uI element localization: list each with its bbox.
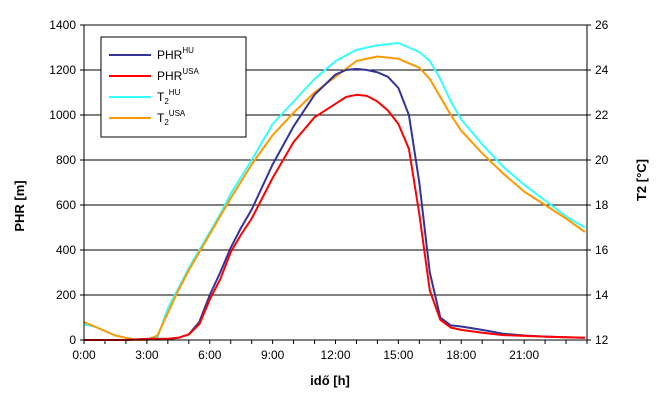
series-line xyxy=(84,93,585,341)
y-left-tick-label: 0 xyxy=(69,333,76,347)
y-right-tick-label: 20 xyxy=(595,153,609,167)
x-tick-label: 21:00 xyxy=(509,348,539,362)
series-lines xyxy=(83,42,586,341)
legend-entry: PHRHU xyxy=(157,46,194,62)
legend-box xyxy=(100,36,247,138)
y-right-tick-label: 26 xyxy=(595,18,609,32)
legend-entry: T2HU xyxy=(157,88,181,106)
y-right-tick-label: 22 xyxy=(595,108,609,122)
x-tick-label: 0:00 xyxy=(72,348,96,362)
legend-entry: PHRUSA xyxy=(157,67,199,83)
y-left-tick-label: 1200 xyxy=(49,63,76,77)
axes xyxy=(80,24,591,344)
x-tick-label: 9:00 xyxy=(261,348,285,362)
tick-labels: 0 200 400 600 800 1000 1200 1400 12 14 16 18 20 22 24 2… xyxy=(49,18,608,362)
y-left-tick-label: 1400 xyxy=(49,18,76,32)
x-tick-label: 18:00 xyxy=(446,348,476,362)
y-left-tick-label: 600 xyxy=(56,198,76,212)
x-axis-label: idő [h] xyxy=(310,373,350,388)
legend: PHRHU PHRUSA T2HU T2USA xyxy=(100,36,247,138)
y-right-tick-label: 18 xyxy=(595,198,609,212)
y-left-tick-label: 1000 xyxy=(49,108,76,122)
x-tick-label: 15:00 xyxy=(383,348,413,362)
y-right-tick-label: 14 xyxy=(595,288,609,302)
y-axis-label-right: T2 [°C] xyxy=(634,159,649,201)
legend-entry: T2USA xyxy=(157,109,186,127)
y-left-tick-label: 400 xyxy=(56,243,76,257)
y-left-tick-label: 800 xyxy=(56,153,76,167)
x-tick-label: 12:00 xyxy=(320,348,350,362)
y-right-tick-label: 24 xyxy=(595,63,609,77)
y-right-tick-label: 12 xyxy=(595,333,609,347)
x-tick-label: 6:00 xyxy=(198,348,222,362)
y-left-tick-label: 200 xyxy=(56,288,76,302)
y-axis-label-left: PHR [m] xyxy=(12,180,27,231)
y-right-tick-label: 16 xyxy=(595,243,609,257)
x-tick-label: 3:00 xyxy=(135,348,159,362)
